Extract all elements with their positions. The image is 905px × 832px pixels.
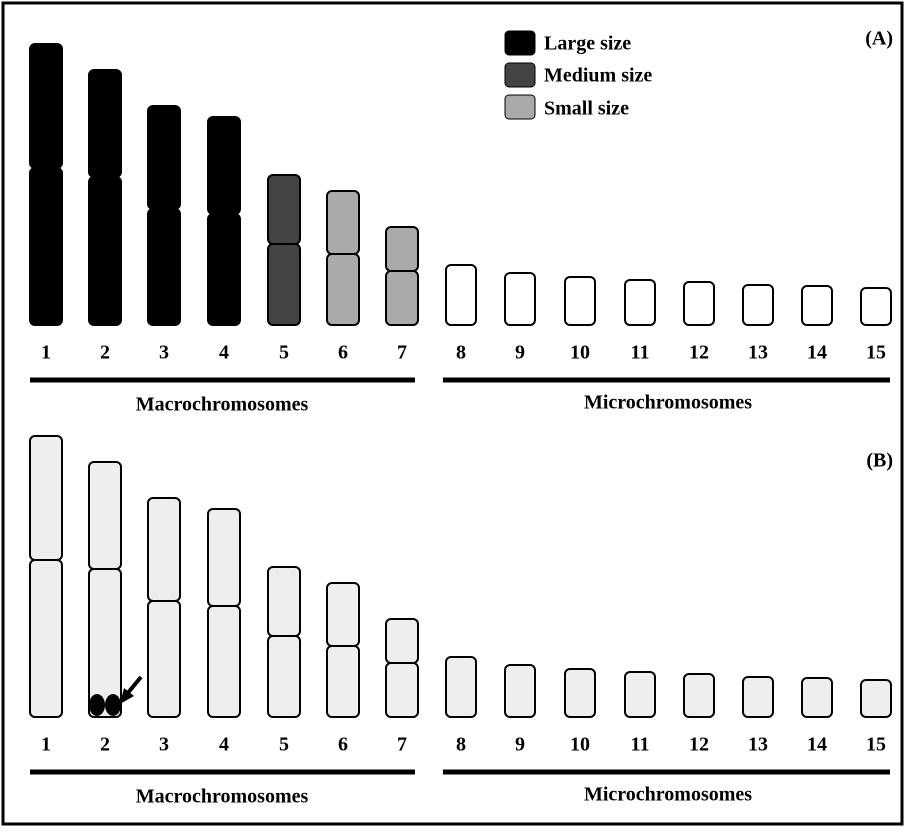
chromosome-arm	[327, 191, 359, 254]
chromosome-number: 13	[748, 734, 768, 756]
panel-label: (A)	[865, 28, 893, 50]
chromosome-arm	[327, 646, 359, 717]
chromosome-number: 7	[397, 342, 407, 364]
chromosome-arm	[208, 509, 240, 606]
arrow-shaft	[127, 677, 141, 694]
chromosome-arm	[148, 106, 180, 209]
chromosome	[684, 282, 714, 325]
signal-spot	[89, 694, 105, 716]
chromosome-arm	[89, 177, 121, 325]
chromosome	[625, 280, 655, 325]
chromosome-arm	[208, 606, 240, 717]
chromosome	[565, 277, 595, 325]
chromosome	[743, 285, 773, 325]
chromosome-number: 9	[515, 342, 525, 364]
chromosome-number: 2	[100, 342, 110, 364]
chromosome-arm	[89, 70, 121, 177]
chromosome-number: 11	[631, 342, 650, 364]
legend-swatch	[505, 63, 535, 87]
chromosome-number: 7	[397, 734, 407, 756]
chromosome-number: 14	[807, 342, 827, 364]
chromosome-arm	[148, 209, 180, 325]
chromosome-number: 3	[159, 734, 169, 756]
chromosome-number: 4	[219, 342, 229, 364]
chromosome	[861, 680, 891, 717]
chromosome	[743, 677, 773, 717]
chromosome-number: 10	[570, 734, 590, 756]
chromosome-arm	[268, 567, 300, 636]
chromosome	[802, 678, 832, 717]
chromosome-arm	[386, 271, 418, 325]
chromosome-arm	[148, 601, 180, 717]
legend: Large size Medium size Small size	[505, 31, 652, 120]
chromosome-arm	[268, 244, 300, 325]
chromosome-number: 1	[41, 734, 51, 756]
chromosome	[446, 265, 476, 325]
chromosome-number: 4	[219, 734, 229, 756]
chromosome-number: 2	[100, 734, 110, 756]
chromosome-number: 1	[41, 342, 51, 364]
chromosome	[565, 669, 595, 717]
group-label: Macrochromosomes	[136, 786, 309, 808]
chromosome-number: 14	[807, 734, 827, 756]
group-label: Microchromosomes	[584, 784, 752, 806]
chromosome-number: 6	[338, 734, 348, 756]
chromosome-number: 12	[689, 342, 709, 364]
chromosome-arm	[30, 436, 62, 560]
chromosome-arm	[208, 117, 240, 214]
chromosome	[505, 665, 535, 717]
chromosome-number: 11	[631, 734, 650, 756]
chromosome	[861, 288, 891, 325]
legend-label: Large size	[544, 33, 631, 55]
chromosome-arm	[89, 462, 121, 569]
chromosome-number: 9	[515, 734, 525, 756]
chromosome-arm	[268, 175, 300, 244]
figure: Large size Medium size Small size (A) (B…	[0, 0, 905, 827]
chromosome-number: 8	[456, 342, 466, 364]
chromosome-arm	[30, 560, 62, 717]
chromosome-number: 15	[866, 734, 886, 756]
chromosome-number: 13	[748, 342, 768, 364]
group-label: Microchromosomes	[584, 392, 752, 414]
chromosome	[625, 672, 655, 717]
chromosome-arm	[386, 663, 418, 717]
legend-label: Medium size	[544, 65, 652, 87]
chromosome-number: 3	[159, 342, 169, 364]
chromosome-arm	[386, 227, 418, 271]
chromosome-number: 15	[866, 342, 886, 364]
chromosome-arm	[386, 619, 418, 663]
chromosome-number: 10	[570, 342, 590, 364]
chromosome-arm	[89, 569, 121, 717]
chromosome-number: 6	[338, 342, 348, 364]
chromosome	[505, 273, 535, 325]
legend-swatch	[505, 95, 535, 119]
chromosome-arm	[30, 168, 62, 325]
chromosome	[802, 286, 832, 325]
chromosome-number: 12	[689, 734, 709, 756]
chromosome-number: 5	[279, 342, 289, 364]
chromosome	[684, 674, 714, 717]
chromosome	[446, 657, 476, 717]
signal-spot	[105, 694, 121, 716]
chromosome-arm	[268, 636, 300, 717]
chromosome-arm	[208, 214, 240, 325]
chromosome-arm	[148, 498, 180, 601]
chromosome-arm	[30, 44, 62, 168]
chromosome-number: 8	[456, 734, 466, 756]
legend-swatch	[505, 31, 535, 55]
chromosome-number: 5	[279, 734, 289, 756]
panel-label: (B)	[866, 450, 893, 472]
chromosome-arm	[327, 254, 359, 325]
group-label: Macrochromosomes	[136, 394, 309, 416]
legend-label: Small size	[544, 98, 629, 120]
chromosome-arm	[327, 583, 359, 646]
